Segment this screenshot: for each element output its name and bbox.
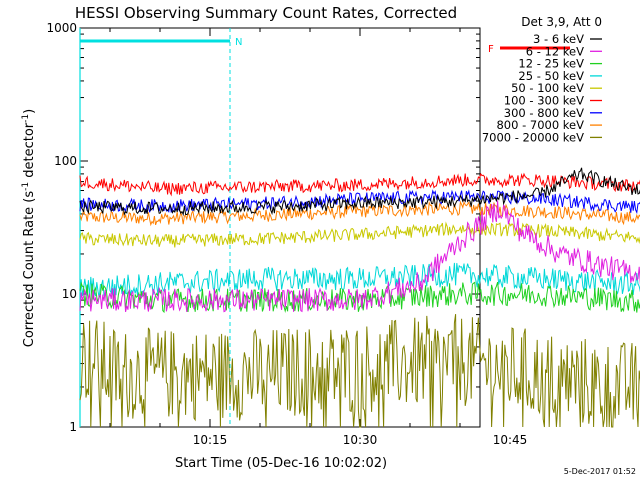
series-layer: [79, 167, 640, 428]
y-tick-label: 10: [62, 287, 77, 301]
series-line: [79, 167, 640, 217]
series-line: [79, 200, 640, 227]
series-line: [79, 314, 640, 428]
y-axis-label-sup2: -1: [21, 114, 31, 123]
series-line: [79, 221, 640, 248]
legend-label: 25 - 50 keV: [518, 69, 584, 83]
x-axis-label: Start Time (05-Dec-16 10:02:02): [175, 456, 387, 471]
legend-label: 7000 - 20000 keV: [482, 130, 584, 144]
series-line: [79, 189, 640, 215]
plot-area: NF: [79, 27, 640, 428]
chart-title: HESSI Observing Summary Count Rates, Cor…: [75, 4, 457, 22]
y-axis-label: Corrected Count Rate (s-1 detector-1): [21, 109, 37, 347]
x-tick-label: 10:30: [343, 433, 378, 447]
legend-label: 300 - 800 keV: [504, 106, 584, 120]
y-axis-label-sup1: -1: [21, 182, 31, 191]
y-axis-label-end: ): [22, 109, 37, 114]
legend-label: 12 - 25 keV: [518, 57, 584, 71]
x-tick-label: 10:15: [193, 433, 228, 447]
y-tick-labels: 1 10 100 1000: [46, 21, 77, 434]
legend-label: 3 - 6 keV: [533, 32, 584, 46]
legend-header: Det 3,9, Att 0: [521, 15, 602, 29]
flare-label: F: [488, 44, 494, 55]
y-tick-label: 1: [69, 420, 77, 434]
legend-label: 800 - 7000 keV: [496, 118, 584, 132]
series-line: [79, 200, 640, 313]
night-label: N: [235, 37, 242, 48]
y-tick-label: 1000: [46, 21, 77, 35]
y-axis-label-main: Corrected Count Rate (s: [22, 191, 37, 348]
x-tick-label: 10:45: [493, 433, 528, 447]
timestamp-label: 5-Dec-2017 01:52: [564, 467, 636, 476]
y-axis-label-mid: detector: [22, 122, 37, 182]
legend-label: 6 - 12 keV: [526, 44, 584, 58]
y-tick-label: 100: [54, 154, 77, 168]
annotation-layer: NF: [79, 28, 570, 427]
legend-label: 50 - 100 keV: [511, 81, 584, 95]
series-line: [79, 172, 640, 197]
legend-label: 100 - 300 keV: [504, 94, 584, 108]
series-line: [79, 262, 640, 298]
